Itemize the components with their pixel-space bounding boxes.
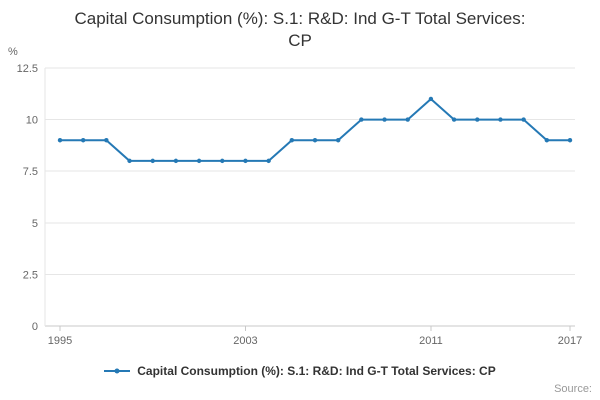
svg-text:2011: 2011 xyxy=(419,335,443,347)
svg-text:2017: 2017 xyxy=(558,335,582,347)
svg-text:2003: 2003 xyxy=(233,335,257,347)
source-label: Source: xyxy=(554,383,592,395)
svg-text:5: 5 xyxy=(32,218,38,230)
svg-text:12.5: 12.5 xyxy=(17,63,38,75)
legend-label: Capital Consumption (%): S.1: R&D: Ind G… xyxy=(137,364,496,378)
line-chart-plot: 0 2.5 5 7.5 10 12.5 1995 2003 2011 2017 xyxy=(17,63,583,347)
svg-text:1995: 1995 xyxy=(48,335,72,347)
legend-marker-icon xyxy=(104,368,131,374)
svg-text:2.5: 2.5 xyxy=(23,269,38,281)
chart-title-line1: Capital Consumption (%): S.1: R&D: Ind G… xyxy=(74,9,526,28)
svg-text:7.5: 7.5 xyxy=(23,166,38,178)
legend-item[interactable]: Capital Consumption (%): S.1: R&D: Ind G… xyxy=(0,364,600,378)
chart-title-line2: CP xyxy=(288,31,312,51)
svg-text:0: 0 xyxy=(32,321,38,333)
svg-text:10: 10 xyxy=(26,115,38,127)
y-axis-unit-label: % xyxy=(8,46,18,58)
chart-title: Capital Consumption (%): S.1: R&D: Ind G… xyxy=(0,8,600,53)
